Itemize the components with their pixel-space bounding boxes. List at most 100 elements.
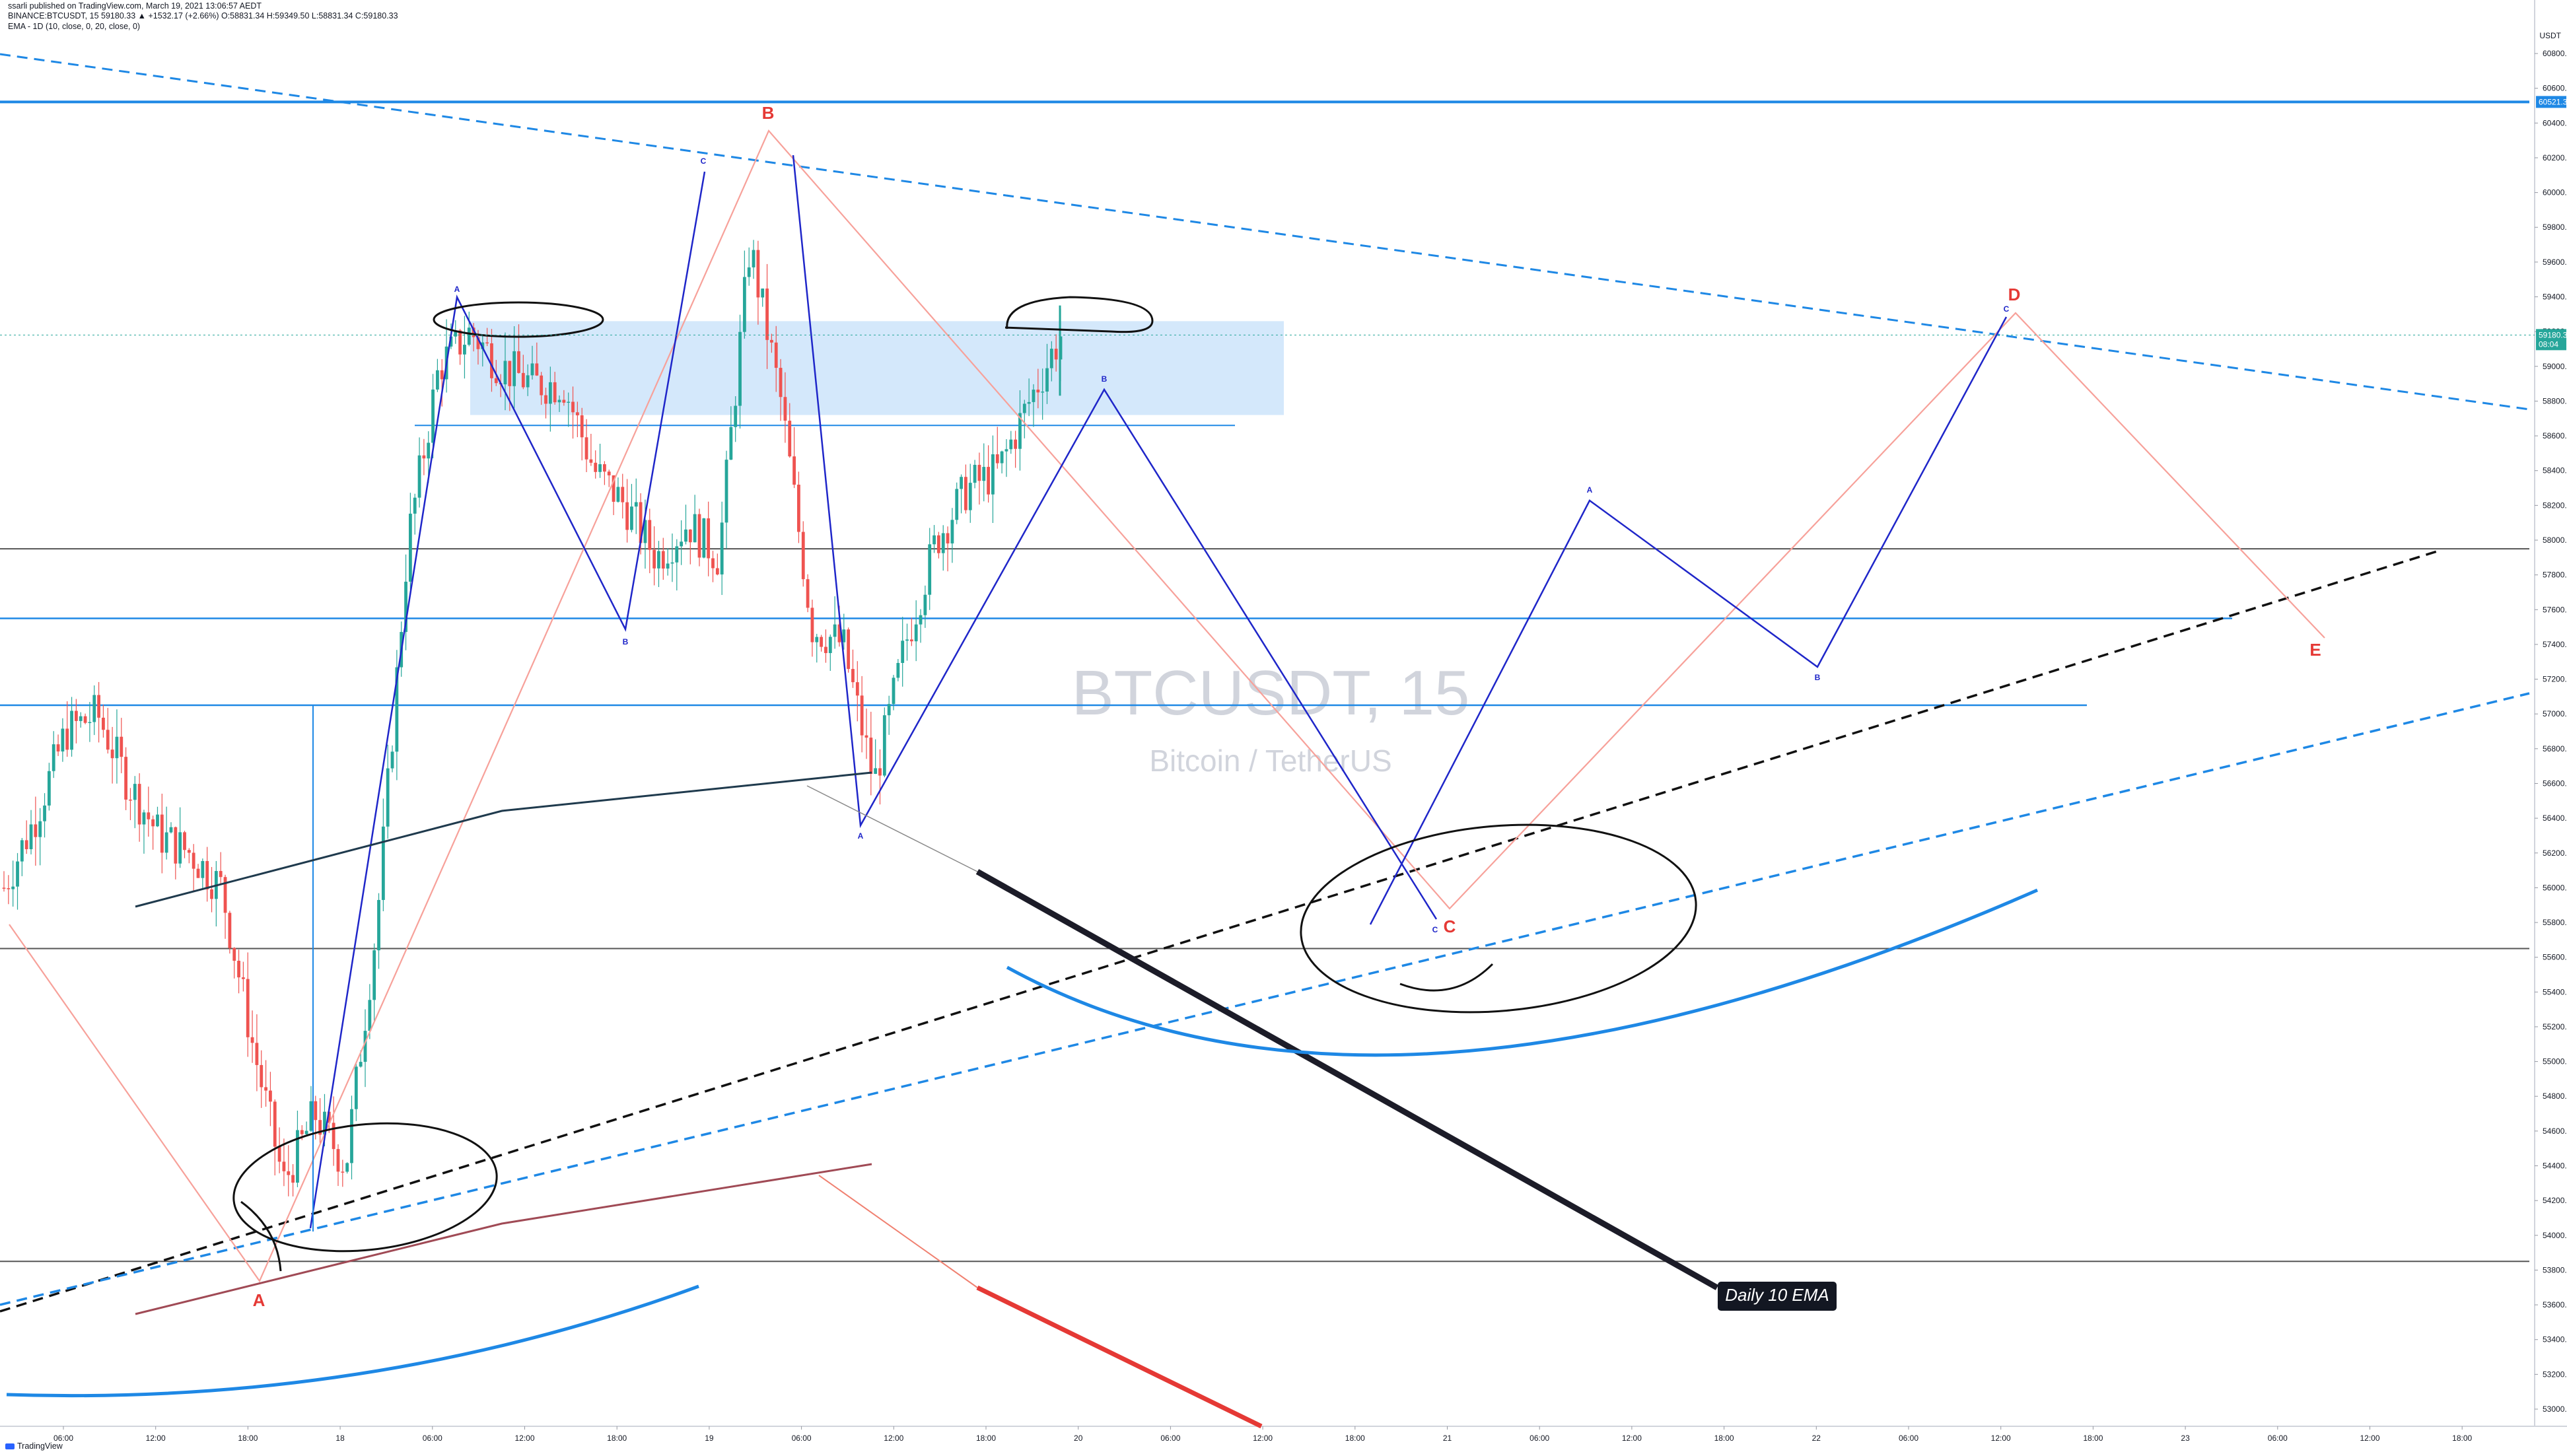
candle-body xyxy=(97,695,100,718)
candle-body xyxy=(1054,349,1058,360)
y-tick-label: 54600.00 xyxy=(2543,1127,2567,1136)
candle-body xyxy=(977,464,981,481)
y-tick-label: 60000.00 xyxy=(2543,188,2567,197)
candle-body xyxy=(124,757,128,800)
ema-line-maroon xyxy=(135,1163,872,1315)
candle-body xyxy=(341,1171,345,1173)
circle-bottom-mid xyxy=(1300,823,1697,1014)
candle-body xyxy=(1027,401,1031,404)
candle-body xyxy=(427,442,431,459)
x-axis: 06:00 12:00 18:00 18 06:00 12:00 18:00 19 06:00 1… xyxy=(0,1426,2567,1443)
candle-body xyxy=(553,382,557,403)
candle-body xyxy=(1014,439,1018,449)
candle-body xyxy=(864,735,868,738)
ema-annotation-text: Daily 10 EMA xyxy=(1725,1285,1829,1305)
candle-body xyxy=(304,1130,308,1134)
ascending-trendline-blue xyxy=(0,692,2530,1306)
candle-body xyxy=(345,1163,349,1172)
candle-body xyxy=(711,558,715,569)
candle-body xyxy=(481,342,485,349)
candle-body xyxy=(16,861,19,887)
candle-body xyxy=(210,889,213,899)
candle-body xyxy=(648,520,652,550)
candle-body xyxy=(1004,449,1008,452)
candle-body xyxy=(589,459,593,463)
candle-body xyxy=(837,624,841,642)
candle-body xyxy=(454,330,458,337)
candle-body xyxy=(896,662,900,678)
candle-body xyxy=(892,677,896,705)
candle-body xyxy=(634,502,638,507)
candle-body xyxy=(715,568,719,574)
daily-ema-projection xyxy=(975,869,1719,1290)
candle-body xyxy=(300,1130,304,1134)
y-tick-label: 53800.00 xyxy=(2543,1265,2567,1274)
candle-body xyxy=(919,615,923,625)
candle-body xyxy=(950,520,954,543)
y-tick-label: 59600.00 xyxy=(2543,258,2567,267)
candle-body xyxy=(882,715,886,776)
candle-body xyxy=(810,607,814,642)
x-tick-label: 12:00 xyxy=(1622,1434,1642,1443)
candle-body xyxy=(65,728,69,750)
y-tick-label: 59000.00 xyxy=(2543,362,2567,371)
candle-body xyxy=(630,506,633,530)
price-tags: 60521.30 59180.3308:04 xyxy=(0,96,2567,351)
candle-body xyxy=(327,1111,331,1123)
candle-body xyxy=(192,852,195,869)
x-tick-label: 06:00 xyxy=(53,1434,73,1443)
candle-body xyxy=(670,562,674,564)
sub-label-c3: C xyxy=(2004,304,2010,314)
candle-body xyxy=(530,363,534,376)
x-tick-label: 18:00 xyxy=(1345,1434,1365,1443)
y-tick-label: 58200.00 xyxy=(2543,501,2567,510)
candle-body xyxy=(436,370,439,390)
candle-body xyxy=(801,532,805,580)
sub-label-c1: C xyxy=(701,156,707,166)
price-tag-countdown: 08:04 xyxy=(2539,339,2558,349)
ticker[interactable]: BINANCE:BTCUSDT, 15 xyxy=(8,11,99,20)
candle-body xyxy=(973,464,977,483)
candle-body xyxy=(657,551,660,569)
candle-body xyxy=(584,437,588,460)
candle-body xyxy=(440,370,444,380)
candle-body xyxy=(29,824,33,850)
y-tick-label: 60200.00 xyxy=(2543,153,2567,162)
y-tick-label: 54800.00 xyxy=(2543,1092,2567,1101)
candle-body xyxy=(110,749,114,759)
candle-body xyxy=(964,477,967,510)
candle-body xyxy=(377,899,380,951)
candle-body xyxy=(350,1109,353,1163)
sub-label-b1: B xyxy=(623,637,629,646)
candle-body xyxy=(296,1130,299,1183)
candle-body xyxy=(38,821,42,837)
x-tick-label: 20 xyxy=(1074,1434,1083,1443)
candle-body xyxy=(260,1064,264,1088)
x-tick-label: 18:00 xyxy=(2452,1434,2472,1443)
candle-body xyxy=(815,637,819,642)
candle-body xyxy=(923,594,927,615)
candle-body xyxy=(828,637,832,654)
candle-body xyxy=(232,948,236,961)
x-tick-label: 06:00 xyxy=(1899,1434,1918,1443)
x-tick-label: 18:00 xyxy=(238,1434,258,1443)
candle-body xyxy=(860,695,864,736)
candle-body xyxy=(738,331,742,406)
candle-body xyxy=(824,646,827,654)
tradingview-brand[interactable]: TradingView xyxy=(5,1441,63,1451)
candle-body xyxy=(580,415,584,438)
candle-body xyxy=(932,535,936,545)
indicator-legend[interactable]: EMA - 1D (10, close, 0, 20, close, 0) xyxy=(8,22,141,31)
candle-body xyxy=(855,682,859,696)
candle-body xyxy=(960,477,963,489)
y-tick-label: 55600.00 xyxy=(2543,953,2567,962)
candle-body xyxy=(905,639,909,641)
candle-body xyxy=(187,850,191,853)
candle-body xyxy=(92,695,96,722)
candle-body xyxy=(56,744,60,752)
candle-body xyxy=(724,460,728,523)
candle-body xyxy=(368,1000,372,1031)
x-tick-label: 12:00 xyxy=(1991,1434,2011,1443)
